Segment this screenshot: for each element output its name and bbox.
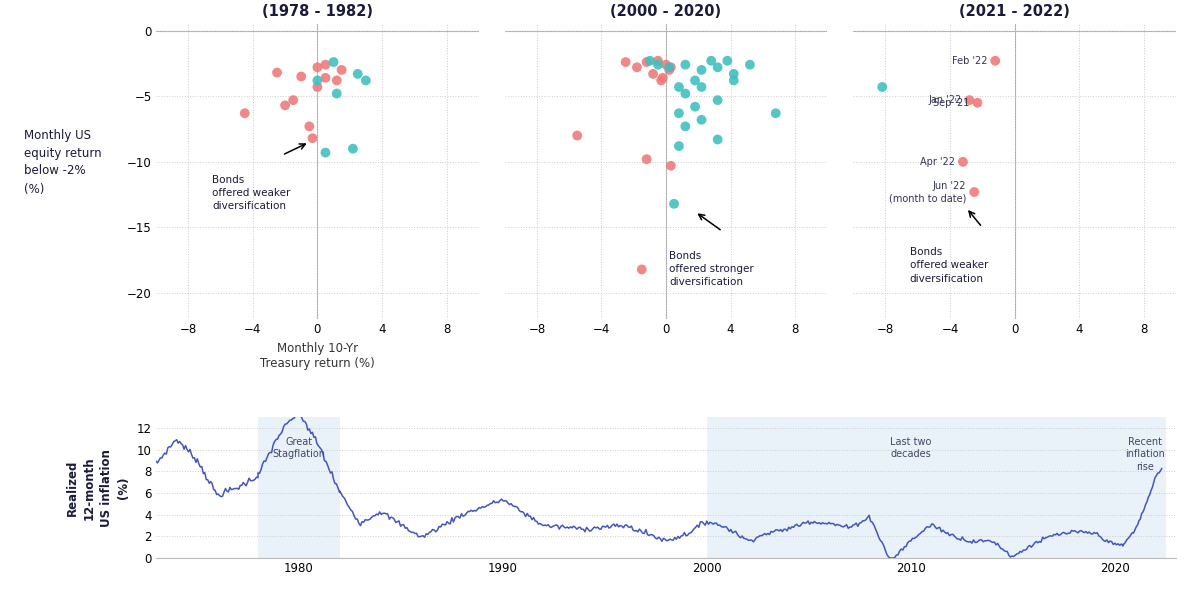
Point [276, 101, 295, 110]
Point [652, 76, 671, 85]
Point [692, 82, 712, 92]
Point [692, 65, 712, 75]
Text: Monthly US
equity return
below -2%
(%): Monthly US equity return below -2% (%) [24, 128, 102, 196]
Point [356, 76, 376, 85]
Point [292, 71, 311, 81]
Point [307, 76, 326, 85]
Text: Apr '22: Apr '22 [920, 157, 955, 167]
Point [332, 65, 352, 75]
Title: Great Stagflation
(1978 - 1982): Great Stagflation (1978 - 1982) [246, 0, 389, 19]
Text: Jan '22: Jan '22 [928, 95, 961, 105]
Point [985, 56, 1004, 65]
Point [968, 98, 988, 107]
Point [676, 122, 695, 131]
Point [283, 95, 302, 105]
Point [685, 102, 704, 112]
Point [648, 56, 667, 65]
Point [661, 62, 680, 72]
Point [343, 144, 362, 154]
Point [740, 60, 760, 70]
Point [676, 89, 695, 98]
Point [348, 69, 367, 79]
Text: Bonds
offered weaker
diversification: Bonds offered weaker diversification [910, 247, 988, 284]
Point [953, 157, 972, 167]
Title: Last two decades
(2000 - 2020): Last two decades (2000 - 2020) [594, 0, 738, 19]
Point [316, 73, 335, 83]
Point [670, 82, 689, 92]
Point [307, 82, 326, 92]
Point [665, 199, 684, 209]
Point [632, 265, 652, 274]
Point [328, 76, 347, 85]
Title: Recent inflation rise
(2021 - 2022): Recent inflation rise (2021 - 2022) [930, 0, 1099, 19]
Text: Great
Stagflation: Great Stagflation [272, 437, 325, 459]
Point [766, 109, 785, 118]
Point [676, 60, 695, 70]
Text: Feb '22: Feb '22 [952, 56, 988, 66]
Text: Sep '21: Sep '21 [934, 98, 970, 108]
Bar [1126, 418, 1166, 558]
Point [328, 89, 347, 98]
Y-axis label: Realized
12-month
US inflation
(%): Realized 12-month US inflation (%) [66, 449, 130, 527]
Point [300, 122, 319, 131]
Point [656, 60, 676, 70]
Point [718, 56, 737, 65]
Point [670, 141, 689, 151]
Point [653, 73, 672, 83]
Point [616, 57, 635, 67]
Point [648, 60, 667, 70]
Point [708, 134, 727, 144]
Point [724, 69, 743, 79]
Point [685, 76, 704, 85]
Point [637, 154, 656, 164]
Point [708, 62, 727, 72]
Point [661, 161, 680, 170]
Text: Bonds
offered stronger
diversification: Bonds offered stronger diversification [670, 251, 754, 287]
Point [316, 60, 335, 70]
Point [643, 69, 662, 79]
Text: Recent
inflation
rise: Recent inflation rise [1126, 437, 1165, 472]
Point [628, 62, 647, 72]
Point [324, 57, 343, 67]
Point [724, 76, 743, 85]
Text: Last two
decades: Last two decades [890, 437, 931, 459]
Point [670, 109, 689, 118]
Point [307, 62, 326, 72]
Bar [707, 418, 1126, 558]
Bar [258, 418, 340, 558]
Point [316, 148, 335, 157]
Point [302, 133, 322, 143]
Point [692, 115, 712, 125]
Point [960, 95, 979, 105]
Point [965, 187, 984, 197]
Point [708, 95, 727, 105]
Text: Jun '22
(month to date): Jun '22 (month to date) [889, 181, 966, 203]
Point [660, 62, 679, 72]
X-axis label: Monthly 10-Yr
Treasury return (%): Monthly 10-Yr Treasury return (%) [260, 342, 374, 370]
Point [641, 56, 660, 65]
Point [568, 131, 587, 140]
Point [872, 82, 892, 92]
Text: Bonds
offered weaker
diversification: Bonds offered weaker diversification [212, 175, 290, 211]
Point [702, 56, 721, 65]
Point [660, 65, 679, 75]
Point [235, 109, 254, 118]
Point [268, 68, 287, 77]
Point [637, 57, 656, 67]
